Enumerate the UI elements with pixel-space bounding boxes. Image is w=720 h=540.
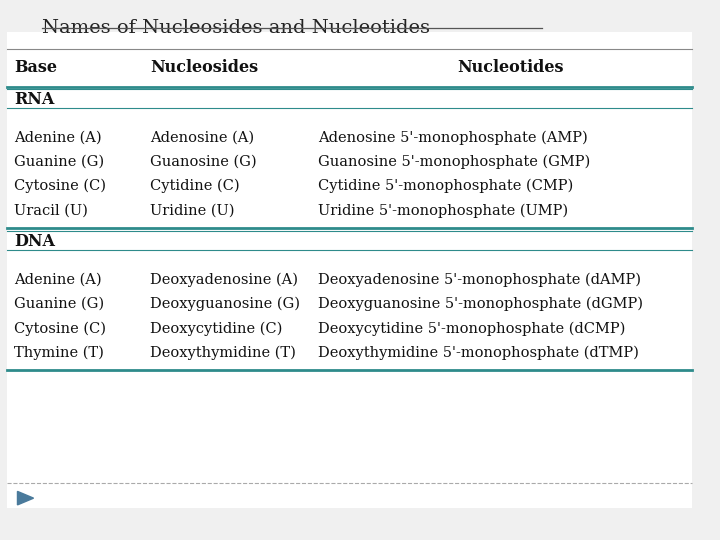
Text: Cytidine 5'-monophosphate (CMP): Cytidine 5'-monophosphate (CMP) [318, 179, 573, 193]
Text: Deoxythymidine 5'-monophosphate (dTMP): Deoxythymidine 5'-monophosphate (dTMP) [318, 346, 639, 360]
Text: Guanosine (G): Guanosine (G) [150, 155, 257, 169]
Text: Deoxythymidine (T): Deoxythymidine (T) [150, 346, 296, 360]
Text: Deoxycytidine 5'-monophosphate (dCMP): Deoxycytidine 5'-monophosphate (dCMP) [318, 321, 626, 335]
Text: DNA: DNA [14, 233, 55, 250]
Text: Base: Base [14, 59, 57, 76]
FancyBboxPatch shape [7, 32, 692, 508]
Text: Thymine (T): Thymine (T) [14, 346, 104, 360]
Polygon shape [17, 491, 34, 505]
Text: Nucleosides: Nucleosides [150, 59, 258, 76]
Text: Uridine (U): Uridine (U) [150, 204, 235, 218]
Text: Adenine (A): Adenine (A) [14, 131, 102, 145]
Text: Deoxyadenosine (A): Deoxyadenosine (A) [150, 273, 298, 287]
Text: Adenosine (A): Adenosine (A) [150, 131, 254, 145]
Text: Cytosine (C): Cytosine (C) [14, 179, 106, 193]
Text: Adenosine 5'-monophosphate (AMP): Adenosine 5'-monophosphate (AMP) [318, 131, 588, 145]
Text: Cytosine (C): Cytosine (C) [14, 321, 106, 335]
Text: Deoxyadenosine 5'-monophosphate (dAMP): Deoxyadenosine 5'-monophosphate (dAMP) [318, 273, 641, 287]
Text: Deoxyguanosine 5'-monophosphate (dGMP): Deoxyguanosine 5'-monophosphate (dGMP) [318, 297, 643, 311]
Text: Adenine (A): Adenine (A) [14, 273, 102, 287]
Text: Cytidine (C): Cytidine (C) [150, 179, 240, 193]
Text: Uracil (U): Uracil (U) [14, 204, 88, 218]
Text: Guanine (G): Guanine (G) [14, 297, 104, 311]
Text: Nucleotides: Nucleotides [457, 59, 564, 76]
Text: Uridine 5'-monophosphate (UMP): Uridine 5'-monophosphate (UMP) [318, 204, 568, 218]
Text: Deoxyguanosine (G): Deoxyguanosine (G) [150, 297, 300, 311]
Text: Guanine (G): Guanine (G) [14, 155, 104, 169]
Text: Deoxycytidine (C): Deoxycytidine (C) [150, 321, 283, 335]
Text: Guanosine 5'-monophosphate (GMP): Guanosine 5'-monophosphate (GMP) [318, 155, 590, 169]
Text: RNA: RNA [14, 91, 54, 109]
Text: Names of Nucleosides and Nucleotides: Names of Nucleosides and Nucleotides [42, 19, 430, 37]
